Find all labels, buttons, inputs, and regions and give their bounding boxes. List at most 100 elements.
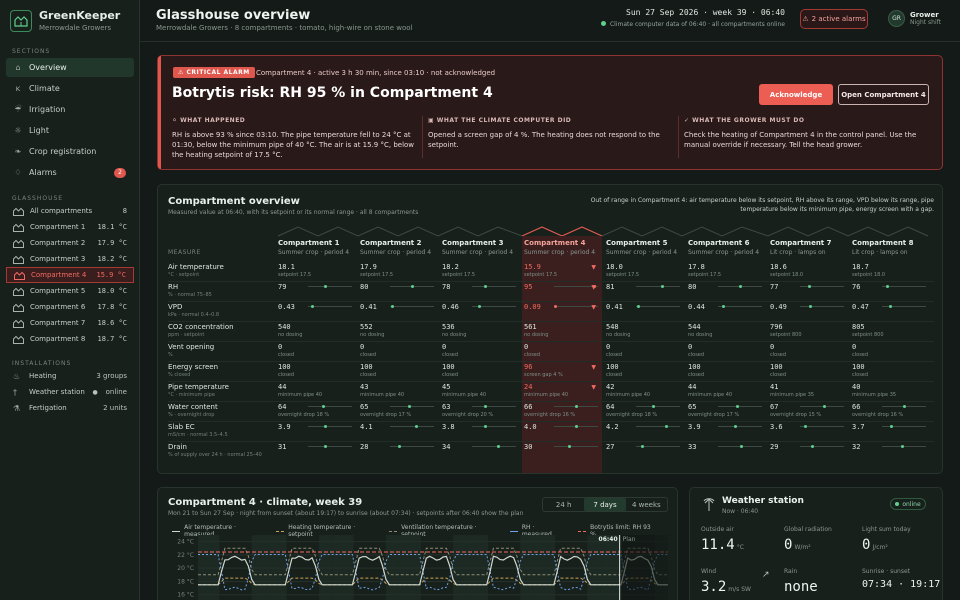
glasshouse-item-compartment-3[interactable]: Compartment 3 18.2 °C (6, 251, 134, 267)
measure-cell[interactable]: 0 closed (278, 343, 356, 358)
measure-cell[interactable]: 96 screen gap 4 % ▼ (524, 363, 602, 378)
measure-cell[interactable]: 3.8 (442, 423, 520, 431)
compartment-header-5[interactable]: Compartment 5 Summer crop · period 4 (606, 239, 684, 256)
installation-heating[interactable]: ♨ Heating 3 groups (6, 369, 134, 383)
measure-cell[interactable]: 4.1 (360, 423, 438, 431)
measure-cell[interactable]: 30 (524, 443, 602, 451)
measure-cell[interactable]: 66 overnight drop 16 % (852, 403, 930, 418)
range-selector[interactable]: 24 h 7 days 4 weeks (542, 497, 668, 512)
measure-cell[interactable]: 43 minimum pipe 40 (360, 383, 438, 398)
measure-cell[interactable]: 42 minimum pipe 40 (606, 383, 684, 398)
measure-cell[interactable]: 544 no dosing (688, 323, 766, 338)
measure-cell[interactable]: 63 overnight drop 20 % (442, 403, 520, 418)
glasshouse-item-compartment-8[interactable]: Compartment 8 18.7 °C (6, 331, 134, 347)
measure-cell[interactable]: 44 minimum pipe 40 (688, 383, 766, 398)
measure-cell[interactable]: 0 closed (360, 343, 438, 358)
range-option[interactable]: 4 weeks (631, 500, 661, 509)
acknowledge-button[interactable]: Acknowledge (759, 84, 833, 105)
measure-cell[interactable]: 28 (360, 443, 438, 451)
installation-fertigation[interactable]: ⚗ Fertigation 2 units (6, 401, 134, 415)
open-compartment-button[interactable]: Open Compartment 4 (838, 84, 929, 105)
measure-cell[interactable]: 81 (606, 283, 684, 291)
brand[interactable]: GreenKeeper Merrowdale Growers (10, 9, 120, 32)
measure-cell[interactable]: 100 closed (852, 363, 930, 378)
compartment-header-7[interactable]: Compartment 7 Lit crop · lamps on (770, 239, 848, 256)
measure-cell[interactable]: 64 overnight drop 18 % (278, 403, 356, 418)
measure-cell[interactable]: 80 (688, 283, 766, 291)
measure-cell[interactable]: 65 overnight drop 17 % (360, 403, 438, 418)
compartment-header-1[interactable]: Compartment 1 Summer crop · period 4 (278, 239, 356, 256)
measure-cell[interactable]: 80 (360, 283, 438, 291)
measure-cell[interactable]: 0 closed (442, 343, 520, 358)
measure-cell[interactable]: 0 closed (524, 343, 602, 358)
measure-cell[interactable]: 0.49 (770, 303, 848, 311)
measure-cell[interactable]: 17.9 setpoint 17.5 (360, 263, 438, 278)
measure-cell[interactable]: 0.47 (852, 303, 930, 311)
measure-cell[interactable]: 64 overnight drop 18 % (606, 403, 684, 418)
measure-cell[interactable]: 17.8 setpoint 17.5 (688, 263, 766, 278)
measure-cell[interactable]: 100 closed (606, 363, 684, 378)
measure-cell[interactable]: 0 closed (606, 343, 684, 358)
measure-cell[interactable]: 44 minimum pipe 40 (278, 383, 356, 398)
glasshouse-item-compartment-2[interactable]: Compartment 2 17.9 °C (6, 235, 134, 251)
measure-cell[interactable]: 548 no dosing (606, 323, 684, 338)
measure-cell[interactable]: 15.9 setpoint 17.5 ▼ (524, 263, 602, 278)
glasshouse-item-compartment-7[interactable]: Compartment 7 18.6 °C (6, 315, 134, 331)
measure-cell[interactable]: 4.2 (606, 423, 684, 431)
measure-cell[interactable]: 0.09 ▼ (524, 303, 602, 311)
measure-cell[interactable]: 536 no dosing (442, 323, 520, 338)
measure-cell[interactable]: 31 (278, 443, 356, 451)
measure-cell[interactable]: 40 minimum pipe 35 (852, 383, 930, 398)
glasshouse-item-compartment-1[interactable]: Compartment 1 18.1 °C (6, 219, 134, 235)
measure-cell[interactable]: 77 (770, 283, 848, 291)
measure-cell[interactable]: 41 minimum pipe 35 (770, 383, 848, 398)
measure-cell[interactable]: 100 closed (442, 363, 520, 378)
measure-cell[interactable]: 18.0 setpoint 17.5 (606, 263, 684, 278)
glasshouse-item-all[interactable]: All compartments 8 (6, 203, 134, 219)
measure-cell[interactable]: 3.7 (852, 423, 930, 431)
measure-cell[interactable]: 0 closed (688, 343, 766, 358)
active-alarms-button[interactable]: ⚠ 2 active alarms (800, 9, 868, 29)
measure-cell[interactable]: 100 closed (360, 363, 438, 378)
measure-cell[interactable]: 79 (278, 283, 356, 291)
compartment-header-3[interactable]: Compartment 3 Summer crop · period 4 (442, 239, 520, 256)
measure-cell[interactable]: 18.7 setpoint 18.0 (852, 263, 930, 278)
glasshouse-item-compartment-6[interactable]: Compartment 6 17.8 °C (6, 299, 134, 315)
measure-cell[interactable]: 67 overnight drop 15 % (770, 403, 848, 418)
measure-cell[interactable]: 18.2 setpoint 17.5 (442, 263, 520, 278)
compartment-header-4[interactable]: Compartment 4 Summer crop · period 4 (524, 239, 602, 256)
measure-cell[interactable]: 100 closed (770, 363, 848, 378)
climate-chart[interactable]: 16 °C 18 °C 20 °C 22 °C 24 °C 06:40 Plan (168, 533, 670, 600)
sidebar-item-alarms[interactable]: ♢ Alarms 2 (6, 163, 134, 182)
measure-cell[interactable]: 66 overnight drop 16 % (524, 403, 602, 418)
sidebar-item-overview[interactable]: ⌂ Overview (6, 58, 134, 77)
measure-cell[interactable]: 0.46 (442, 303, 520, 311)
measure-cell[interactable]: 45 minimum pipe 40 (442, 383, 520, 398)
measure-cell[interactable]: 4.0 (524, 423, 602, 431)
range-option[interactable]: 24 h (555, 500, 572, 509)
measure-cell[interactable]: 95 ▼ (524, 283, 602, 291)
measure-cell[interactable]: 3.9 (688, 423, 766, 431)
measure-cell[interactable]: 100 closed (278, 363, 356, 378)
glasshouse-item-compartment-5[interactable]: Compartment 5 18.0 °C (6, 283, 134, 299)
measure-cell[interactable]: 24 minimum pipe 40 ▼ (524, 383, 602, 398)
measure-cell[interactable]: 0 closed (852, 343, 930, 358)
measure-cell[interactable]: 3.9 (278, 423, 356, 431)
measure-cell[interactable]: 27 (606, 443, 684, 451)
measure-cell[interactable]: 18.1 setpoint 17.5 (278, 263, 356, 278)
measure-cell[interactable]: 0.43 (278, 303, 356, 311)
compartment-header-6[interactable]: Compartment 6 Summer crop · period 4 (688, 239, 766, 256)
measure-cell[interactable]: 0.41 (360, 303, 438, 311)
measure-cell[interactable]: 33 (688, 443, 766, 451)
measure-cell[interactable]: 18.6 setpoint 18.0 (770, 263, 848, 278)
measure-cell[interactable]: 805 setpoint 800 (852, 323, 930, 338)
measure-cell[interactable]: 796 setpoint 800 (770, 323, 848, 338)
measure-cell[interactable]: 552 no dosing (360, 323, 438, 338)
measure-cell[interactable]: 78 (442, 283, 520, 291)
sidebar-item-light[interactable]: ☼ Light (6, 121, 134, 140)
sidebar-item-crop-registration[interactable]: ❧ Crop registration (6, 142, 134, 161)
measure-cell[interactable]: 65 overnight drop 17 % (688, 403, 766, 418)
sidebar-item-irrigation[interactable]: ☔ Irrigation (6, 100, 134, 119)
measure-cell[interactable]: 540 no dosing (278, 323, 356, 338)
user-menu[interactable]: GR Grower Night shift (888, 10, 941, 27)
